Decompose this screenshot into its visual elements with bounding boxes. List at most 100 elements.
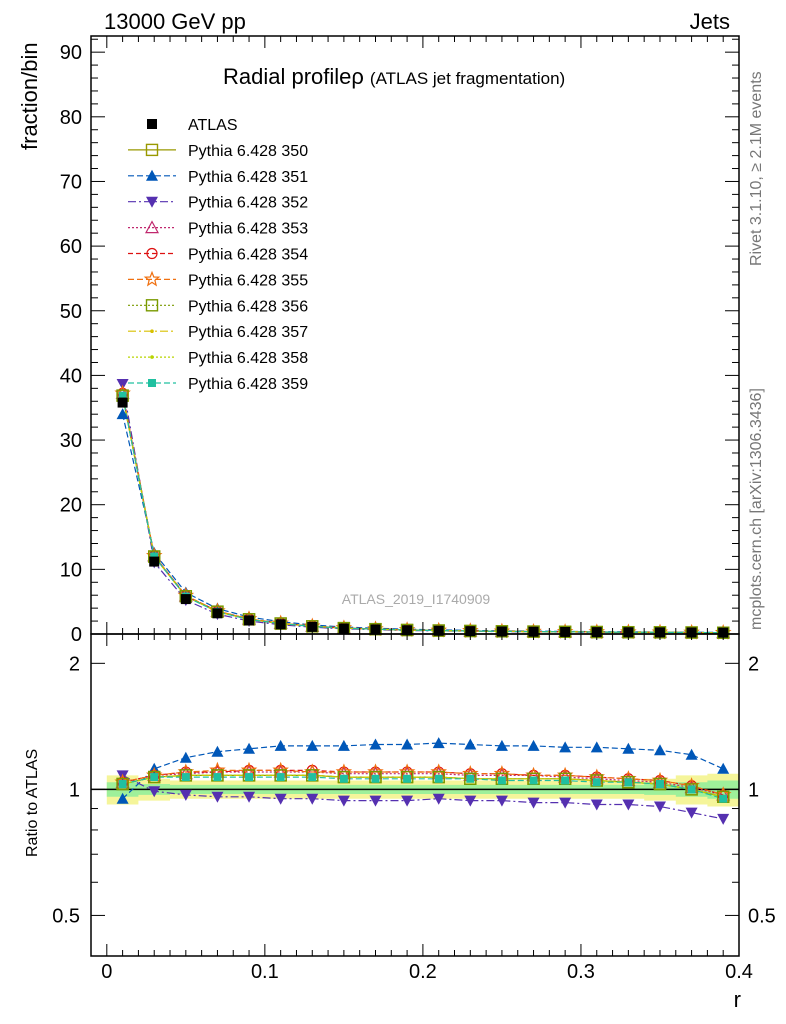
series-point-ratio-6-1 bbox=[148, 770, 161, 784]
legend-label-7: Pythia 6.428 357 bbox=[188, 324, 308, 341]
legend-marker-4 bbox=[146, 247, 158, 260]
series-point-ratio-2-11 bbox=[464, 795, 477, 807]
series-point-ratio-6-16 bbox=[622, 776, 635, 789]
data-point-5 bbox=[275, 619, 286, 630]
series-point-main-9-1 bbox=[150, 552, 159, 561]
series-point-ratio-1-6 bbox=[306, 739, 319, 751]
series-point-ratio-2-5 bbox=[274, 793, 287, 805]
series-point-ratio-9-2 bbox=[181, 773, 190, 782]
legend-label-8: Pythia 6.428 358 bbox=[188, 350, 308, 367]
series-point-ratio-1-15 bbox=[590, 741, 603, 753]
series-point-ratio-2-9 bbox=[401, 795, 414, 807]
legend-marker-3 bbox=[144, 220, 160, 234]
series-point-ratio-9-5 bbox=[276, 773, 285, 782]
series-point-ratio-9-3 bbox=[213, 773, 222, 782]
y-tick-label-ratio: 2 bbox=[69, 653, 80, 675]
data-point-6 bbox=[307, 621, 318, 632]
series-point-ratio-9-4 bbox=[245, 773, 254, 782]
x-tick-label: 0.1 bbox=[251, 961, 279, 983]
series-point-ratio-6-17 bbox=[653, 777, 667, 791]
legend-label-9: Pythia 6.428 359 bbox=[188, 376, 308, 393]
y-axis-title-ratio: Ratio to ATLAS bbox=[24, 749, 41, 857]
series-point-ratio-1-4 bbox=[243, 742, 256, 754]
mcplots-label: mcplots.cern.ch [arXiv:1306.3436] bbox=[748, 388, 765, 630]
series-point-ratio-9-6 bbox=[308, 773, 317, 782]
y-tick-label-main: 40 bbox=[60, 365, 82, 387]
y-tick-label-ratio-right: 2 bbox=[748, 653, 759, 675]
series-point-ratio-9-9 bbox=[403, 774, 412, 783]
y-tick-label-main: 50 bbox=[60, 301, 82, 323]
series-point-ratio-2-1 bbox=[148, 786, 161, 798]
legend-label-2: Pythia 6.428 352 bbox=[188, 195, 308, 212]
legend-marker-data bbox=[147, 119, 157, 129]
series-point-ratio-9-10 bbox=[434, 774, 443, 783]
series-point-ratio-9-17 bbox=[655, 779, 664, 788]
legend-label-data: ATLAS bbox=[188, 117, 238, 134]
analysis-watermark: ATLAS_2019_I1740909 bbox=[342, 591, 491, 607]
series-point-ratio-6-18 bbox=[685, 783, 698, 796]
y-tick-label-main: 70 bbox=[60, 171, 82, 193]
legend-label-6: Pythia 6.428 356 bbox=[188, 298, 308, 315]
series-point-ratio-2-17 bbox=[653, 801, 666, 813]
y-tick-label-main: 10 bbox=[60, 559, 82, 581]
series-point-ratio-9-14 bbox=[561, 776, 570, 785]
data-point-4 bbox=[244, 615, 255, 626]
series-point-ratio-9-0 bbox=[118, 779, 127, 788]
series-point-ratio-1-7 bbox=[337, 739, 350, 751]
x-tick-label: 0 bbox=[101, 961, 112, 983]
ratio-frame bbox=[90, 633, 740, 957]
series-point-main-9-0 bbox=[118, 391, 127, 400]
legend-marker-5 bbox=[143, 270, 161, 287]
legend-marker-2 bbox=[146, 196, 158, 208]
series-point-ratio-2-19 bbox=[717, 813, 730, 825]
legend-marker-7 bbox=[150, 329, 154, 334]
series-line-ratio-1 bbox=[122, 742, 724, 800]
series-point-ratio-2-3 bbox=[211, 791, 224, 803]
legend-marker-8 bbox=[150, 355, 154, 359]
series-point-ratio-2-8 bbox=[369, 795, 382, 807]
y-axis-title-main: fraction/bin bbox=[17, 42, 42, 150]
series-point-ratio-1-16 bbox=[622, 742, 635, 754]
header-left: 13000 GeV pp bbox=[104, 9, 246, 34]
series-point-ratio-9-8 bbox=[371, 774, 380, 783]
y-tick-label-ratio: 1 bbox=[69, 779, 80, 801]
series-point-ratio-9-19 bbox=[719, 794, 728, 803]
x-tick-label: 0.3 bbox=[567, 961, 595, 983]
series-point-ratio-1-3 bbox=[211, 745, 224, 757]
data-point-1 bbox=[149, 556, 160, 567]
series-point-ratio-2-6 bbox=[306, 793, 319, 805]
series-point-ratio-6-11 bbox=[464, 772, 477, 785]
y-tick-label-main: 30 bbox=[60, 430, 82, 452]
series-point-ratio-9-15 bbox=[592, 778, 601, 787]
series-point-ratio-9-7 bbox=[339, 774, 348, 783]
y-tick-label-main: 20 bbox=[60, 495, 82, 517]
y-tick-label-ratio-right: 1 bbox=[748, 779, 759, 801]
series-point-ratio-2-16 bbox=[622, 799, 635, 811]
series-point-ratio-9-12 bbox=[497, 776, 506, 785]
series-point-ratio-1-9 bbox=[401, 738, 414, 750]
series-point-ratio-1-18 bbox=[685, 748, 698, 760]
series-point-ratio-1-5 bbox=[274, 739, 287, 751]
series-point-ratio-1-0 bbox=[116, 792, 129, 804]
series-point-ratio-1-2 bbox=[179, 751, 192, 763]
series-point-ratio-1-8 bbox=[369, 738, 382, 750]
rivet-label: Rivet 3.1.10, ≥ 2.1M events bbox=[748, 71, 765, 266]
series-point-ratio-2-13 bbox=[527, 797, 540, 809]
legend-marker-9 bbox=[148, 379, 156, 387]
series-point-main-1-0 bbox=[116, 408, 129, 420]
series-point-ratio-2-2 bbox=[179, 789, 192, 801]
series-point-ratio-2-7 bbox=[337, 795, 350, 807]
series-point-ratio-2-4 bbox=[243, 791, 256, 803]
y-tick-label-main: 0 bbox=[71, 624, 82, 646]
x-axis-title: r bbox=[734, 987, 741, 1012]
series-point-ratio-9-18 bbox=[687, 785, 696, 794]
series-point-ratio-2-18 bbox=[685, 807, 698, 819]
series-line-ratio-2 bbox=[122, 774, 724, 820]
series-point-ratio-9-13 bbox=[529, 776, 538, 785]
series-point-ratio-1-12 bbox=[495, 739, 508, 751]
legend-marker-1 bbox=[146, 169, 158, 181]
series-point-ratio-2-10 bbox=[432, 793, 445, 805]
series-point-ratio-9-1 bbox=[150, 773, 159, 782]
series-point-ratio-1-17 bbox=[653, 744, 666, 756]
y-tick-label-ratio: 0.5 bbox=[52, 905, 80, 927]
